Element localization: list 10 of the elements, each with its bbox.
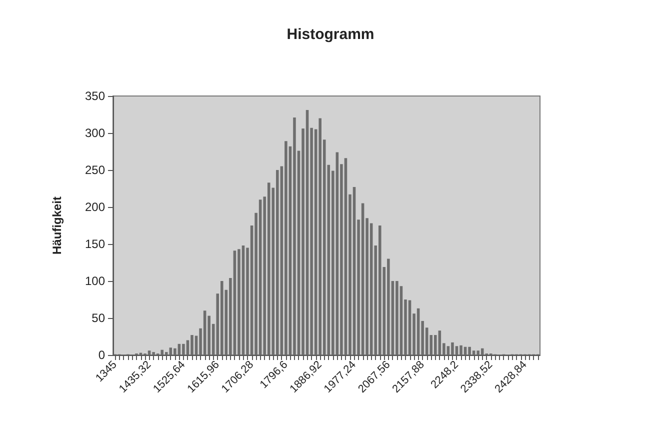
y-tick-label: 350 <box>84 89 106 103</box>
y-tick-label: 300 <box>84 126 106 140</box>
y-tick-label: 100 <box>84 274 106 288</box>
y-axis-title: Häufigkeit <box>50 196 64 255</box>
y-tick-label: 250 <box>84 163 106 177</box>
chart-title: Histogramm <box>286 26 374 43</box>
y-tick-label: 50 <box>92 311 106 325</box>
y-tick-label: 200 <box>84 200 106 214</box>
y-tick-label: 0 <box>98 348 106 362</box>
y-tick-label: 150 <box>84 237 106 251</box>
